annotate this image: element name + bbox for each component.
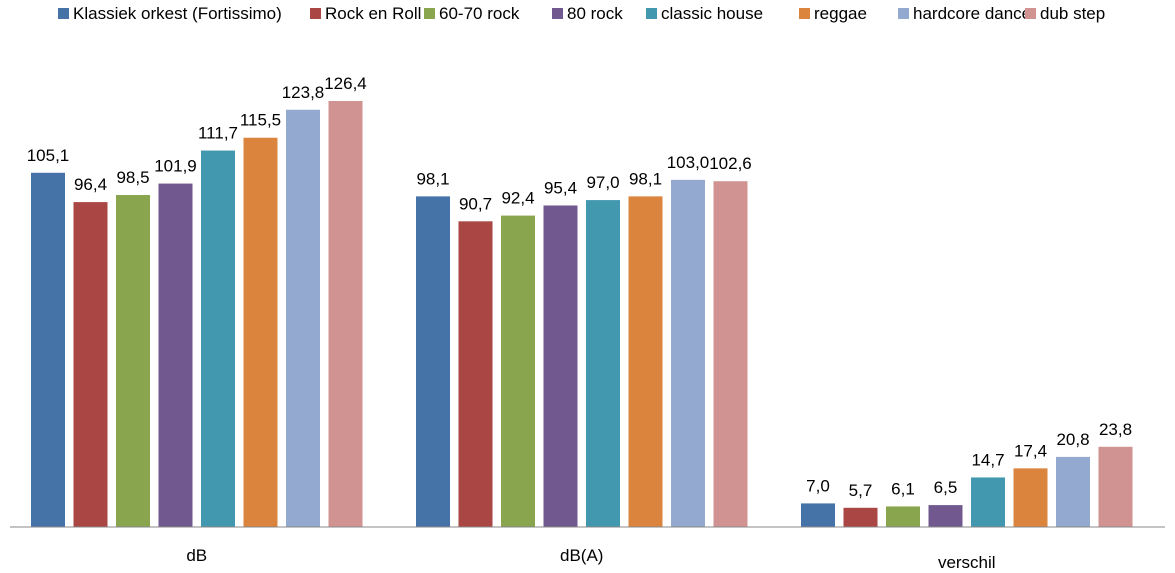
category-labels: dB dB(A) verschil bbox=[186, 546, 995, 572]
legend-swatch-4 bbox=[646, 8, 657, 19]
bar-1-3 bbox=[543, 205, 578, 527]
bar-1-6 bbox=[671, 179, 705, 527]
bar-1-7 bbox=[713, 181, 748, 527]
data-label-2-3: 6,5 bbox=[934, 478, 958, 497]
data-label-1-1: 90,7 bbox=[459, 194, 492, 213]
data-label-0-4: 111,7 bbox=[198, 124, 238, 143]
bars bbox=[31, 101, 1133, 528]
bar-0-7 bbox=[328, 101, 363, 527]
legend-swatch-5 bbox=[799, 8, 810, 19]
legend-label-3: 80 rock bbox=[567, 4, 623, 23]
bar-0-3 bbox=[158, 183, 193, 527]
legend-swatch-6 bbox=[898, 8, 909, 19]
legend-label-5: reggae bbox=[814, 4, 867, 23]
bar-2-7 bbox=[1098, 446, 1133, 527]
bar-0-2 bbox=[116, 195, 150, 527]
bar-1-1 bbox=[458, 221, 493, 527]
bar-0-1 bbox=[73, 202, 108, 527]
legend-swatch-3 bbox=[552, 8, 563, 19]
bar-2-5 bbox=[1013, 468, 1048, 527]
legend: Klassiek orkest (Fortissimo) Rock en Roll… bbox=[58, 4, 1105, 23]
data-label-0-3: 101,9 bbox=[154, 157, 197, 176]
data-label-0-1: 96,4 bbox=[74, 175, 107, 194]
data-label-0-2: 98,5 bbox=[116, 168, 149, 187]
bar-1-4 bbox=[586, 200, 620, 527]
legend-label-1: Rock en Roll bbox=[325, 4, 421, 23]
data-label-2-1: 5,7 bbox=[849, 481, 873, 500]
data-label-0-7: 126,4 bbox=[324, 74, 367, 93]
category-label-0: dB bbox=[186, 546, 207, 565]
bar-1-5 bbox=[628, 196, 663, 527]
legend-label-7: dub step bbox=[1040, 4, 1105, 23]
legend-label-4: classic house bbox=[661, 4, 763, 23]
bar-1-2 bbox=[501, 215, 535, 527]
legend-label-6: hardcore dance bbox=[913, 4, 1031, 23]
data-label-1-3: 95,4 bbox=[544, 178, 577, 197]
category-label-1: dB(A) bbox=[560, 546, 603, 565]
data-label-1-4: 97,0 bbox=[586, 173, 619, 192]
data-label-1-0: 98,1 bbox=[416, 169, 449, 188]
bar-1-0 bbox=[416, 196, 450, 527]
data-label-2-5: 17,4 bbox=[1014, 441, 1047, 460]
bar-0-4 bbox=[201, 150, 235, 527]
legend-swatch-1 bbox=[310, 8, 321, 19]
bar-0-6 bbox=[286, 109, 320, 527]
bar-2-6 bbox=[1056, 456, 1090, 527]
data-label-1-7: 102,6 bbox=[709, 154, 752, 173]
data-label-1-2: 92,4 bbox=[501, 189, 534, 208]
legend-label-0: Klassiek orkest (Fortissimo) bbox=[73, 4, 282, 23]
data-label-2-2: 6,1 bbox=[891, 479, 915, 498]
bar-2-2 bbox=[886, 506, 920, 527]
legend-swatch-7 bbox=[1025, 8, 1036, 19]
bar-0-0 bbox=[31, 172, 65, 528]
legend-swatch-2 bbox=[424, 8, 435, 19]
legend-swatch-0 bbox=[58, 8, 69, 19]
category-label-2: verschil bbox=[938, 553, 996, 572]
data-label-1-6: 103,0 bbox=[667, 153, 710, 172]
data-label-2-0: 7,0 bbox=[806, 476, 830, 495]
legend-label-2: 60-70 rock bbox=[439, 4, 520, 23]
bar-2-4 bbox=[971, 477, 1005, 527]
data-label-1-5: 98,1 bbox=[629, 169, 662, 188]
bar-2-3 bbox=[928, 505, 963, 527]
data-label-0-6: 123,8 bbox=[282, 83, 325, 102]
data-label-0-0: 105,1 bbox=[27, 146, 70, 165]
data-label-0-5: 115,5 bbox=[240, 111, 281, 130]
data-label-2-4: 14,7 bbox=[971, 450, 1004, 469]
data-label-2-6: 20,8 bbox=[1056, 430, 1089, 449]
bar-2-1 bbox=[843, 507, 878, 527]
bar-0-5 bbox=[243, 137, 278, 527]
bar-2-0 bbox=[801, 503, 835, 527]
data-label-2-7: 23,8 bbox=[1099, 420, 1132, 439]
